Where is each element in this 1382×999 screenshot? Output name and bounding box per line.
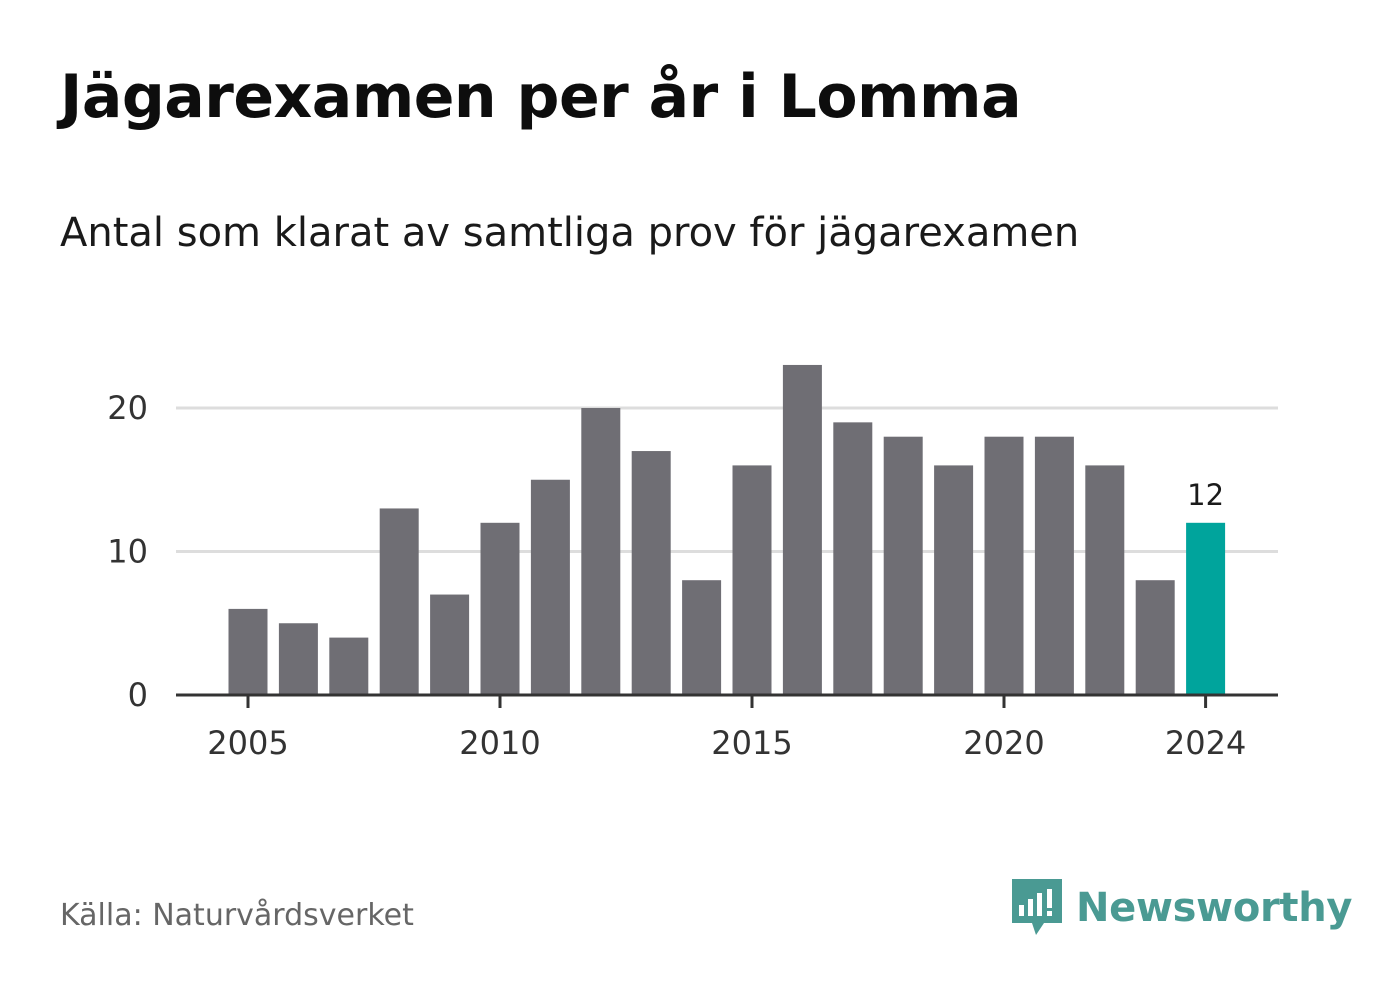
- bar-2016: [782, 364, 822, 695]
- bar-2022: [1085, 465, 1125, 695]
- brand-name: Newsworthy: [1076, 885, 1353, 931]
- bar-2015: [732, 465, 772, 695]
- x-tick-label-2005: 2005: [207, 724, 288, 762]
- y-tick-label-20: 20: [107, 389, 148, 427]
- bar-2008: [379, 508, 419, 695]
- data-label-2024: 12: [1187, 478, 1224, 512]
- y-tick-label-0: 0: [128, 676, 148, 714]
- y-tick-label-10: 10: [107, 533, 148, 571]
- bar-2005: [228, 608, 268, 695]
- labels: 0 10 20 2005 2010 2015 2020 2024 12: [107, 389, 1246, 762]
- bar-2012: [581, 408, 621, 695]
- axes: [176, 693, 1278, 708]
- bar-2011: [530, 479, 570, 695]
- x-tick-label-2024: 2024: [1165, 724, 1246, 762]
- bar-2024: [1186, 522, 1226, 695]
- chart-subtitle: Antal som klarat av samtliga prov för jä…: [60, 210, 1080, 256]
- bar-2009: [430, 594, 470, 695]
- bars: [228, 364, 1226, 695]
- bar-2023: [1135, 580, 1175, 695]
- bar-2014: [682, 580, 722, 695]
- bar-2007: [329, 637, 369, 695]
- bar-2020: [984, 436, 1024, 695]
- x-tick-label-2015: 2015: [711, 724, 792, 762]
- bar-2017: [833, 422, 873, 695]
- bar-2019: [934, 465, 974, 695]
- bar-2021: [1034, 436, 1074, 695]
- x-tick-label-2010: 2010: [459, 724, 540, 762]
- bar-2018: [883, 436, 923, 695]
- chart-title: Jägarexamen per år i Lomma: [60, 62, 1022, 132]
- x-tick-label-2020: 2020: [963, 724, 1044, 762]
- brand-logo: Newsworthy: [1010, 876, 1353, 940]
- newsworthy-logo-icon: [1012, 879, 1062, 935]
- source-note: Källa: Naturvårdsverket: [60, 898, 414, 933]
- bar-2006: [278, 623, 318, 695]
- bar-2013: [631, 451, 671, 695]
- bar-2010: [480, 522, 520, 695]
